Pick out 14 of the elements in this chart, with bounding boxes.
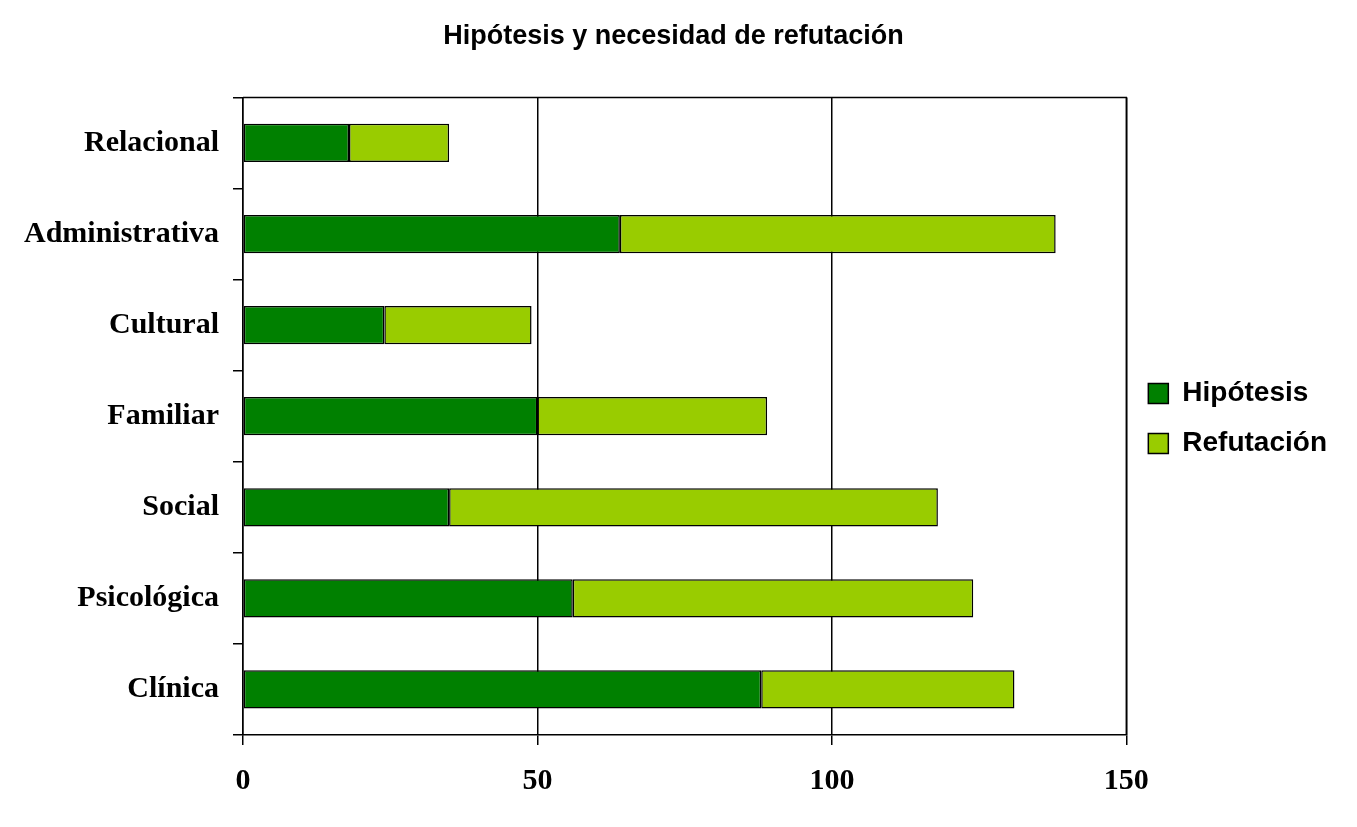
chart-title: Hipótesis y necesidad de refutación — [443, 19, 904, 50]
y-tick-label: Cultural — [108, 305, 219, 339]
y-tick-label: Psicológica — [77, 579, 219, 613]
x-tick-label: 50 — [522, 761, 553, 795]
y-tick-label: Familiar — [107, 396, 219, 430]
x-tick-label: 0 — [235, 761, 251, 795]
x-tick-label: 100 — [809, 761, 855, 795]
y-tick-label: Clínica — [127, 670, 219, 704]
x-tick-label: 150 — [1103, 761, 1149, 795]
y-tick-label: Relacional — [84, 123, 219, 157]
legend-label: Refutación — [1182, 426, 1328, 458]
y-tick-label: Administrativa — [24, 214, 219, 248]
y-tick-label: Social — [142, 488, 219, 522]
legend-label: Hipótesis — [1182, 376, 1309, 408]
